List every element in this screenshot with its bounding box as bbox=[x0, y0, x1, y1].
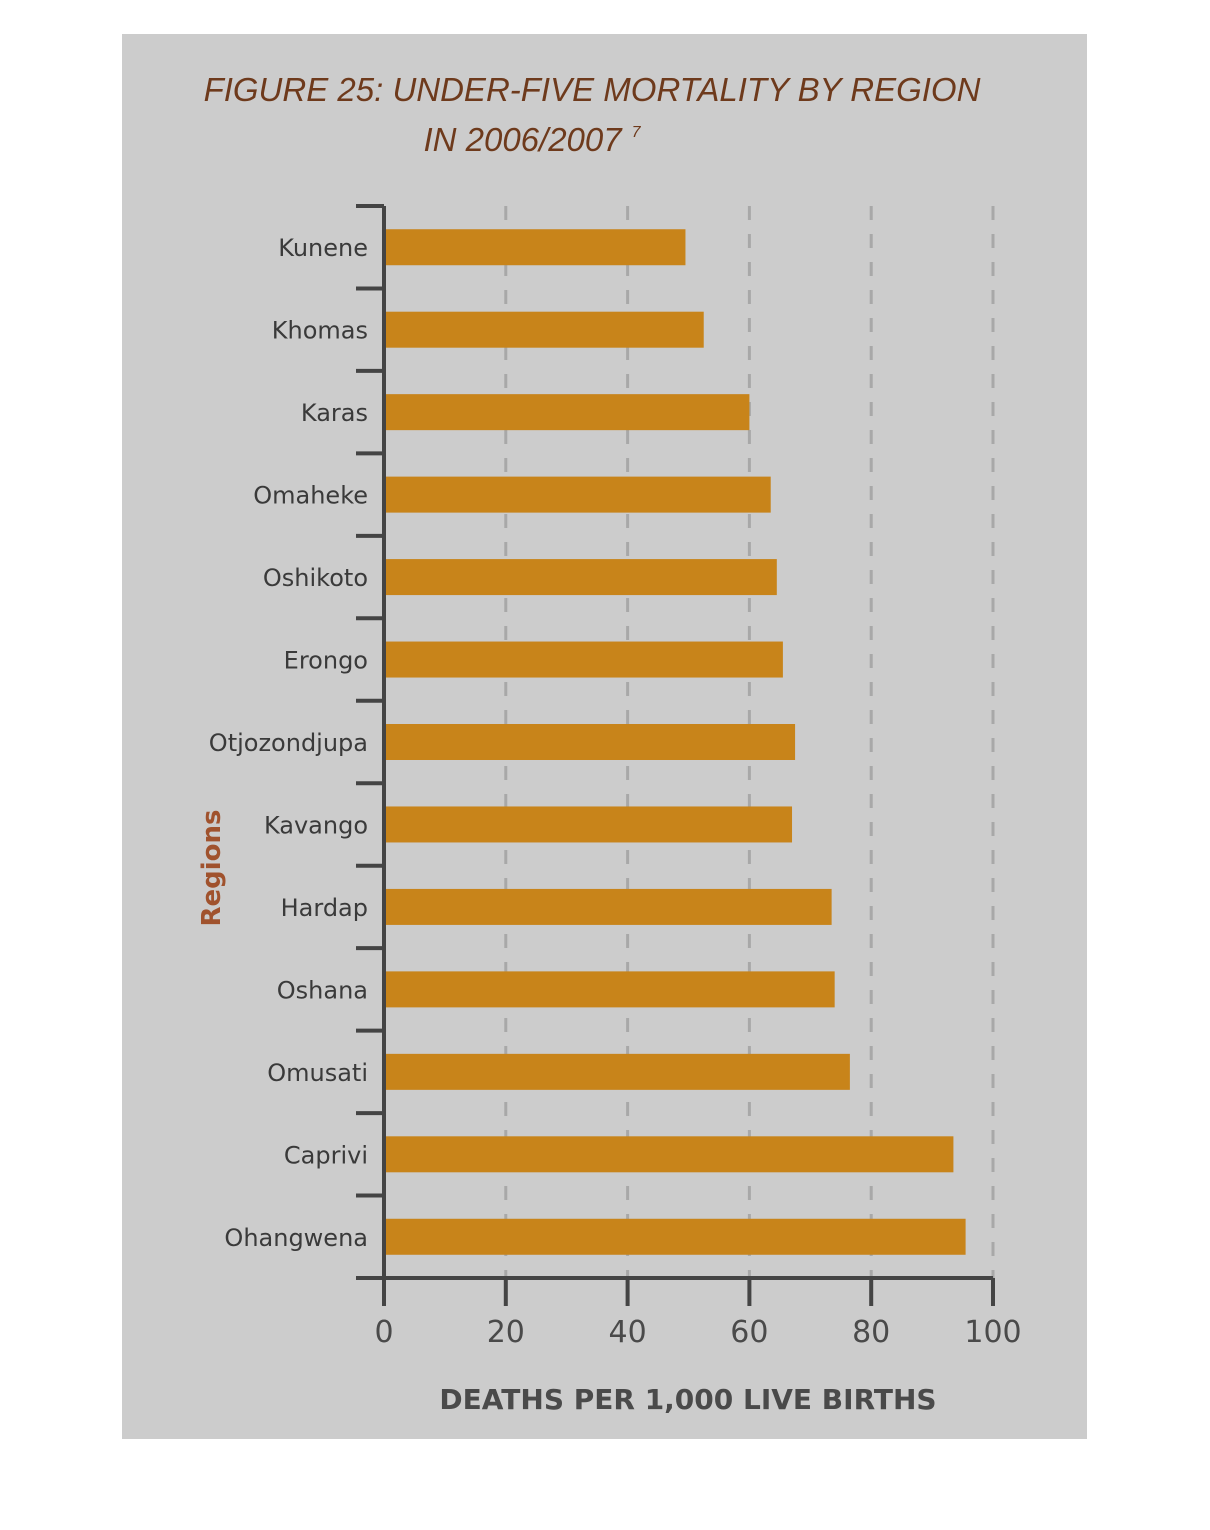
bar-chart: FIGURE 25: UNDER-FIVE MORTALITY BY REGIO… bbox=[197, 71, 1022, 1416]
category-label-caprivi: Caprivi bbox=[284, 1141, 368, 1169]
axes bbox=[356, 204, 995, 1306]
category-label-kunene: Kunene bbox=[278, 234, 368, 262]
category-label-oshana: Oshana bbox=[277, 976, 368, 1004]
bar-hardap bbox=[384, 888, 832, 925]
category-label-hardap: Hardap bbox=[281, 894, 368, 922]
category-label-otjozondjupa: Otjozondjupa bbox=[209, 729, 368, 757]
y-axis-title: Regions bbox=[197, 809, 227, 926]
x-tick-label-20: 20 bbox=[487, 1315, 525, 1350]
category-label-omusati: Omusati bbox=[267, 1059, 368, 1087]
bar-omaheke bbox=[384, 476, 771, 513]
x-tick-label-60: 60 bbox=[730, 1315, 768, 1350]
bar-khomas bbox=[384, 311, 704, 348]
bar-otjozondjupa bbox=[384, 724, 796, 760]
bar-karas bbox=[384, 394, 750, 431]
chart-title-line1: FIGURE 25: UNDER-FIVE MORTALITY BY REGIO… bbox=[204, 71, 981, 108]
bar-oshana bbox=[384, 971, 835, 1008]
category-label-khomas: Khomas bbox=[272, 317, 368, 345]
bar-oshikoto bbox=[384, 559, 777, 596]
chart-title-superscript: 7 bbox=[632, 124, 642, 141]
x-tick-label-0: 0 bbox=[374, 1315, 393, 1350]
bar-ohangwena bbox=[384, 1218, 966, 1255]
x-tick-label-40: 40 bbox=[609, 1315, 647, 1350]
x-tick-label-100: 100 bbox=[964, 1315, 1021, 1350]
x-axis-title: DEATHS PER 1,000 LIVE BIRTHS bbox=[439, 1383, 936, 1416]
bar-omusati bbox=[384, 1053, 850, 1090]
bar-kunene bbox=[384, 229, 686, 266]
category-label-ohangwena: Ohangwena bbox=[224, 1224, 368, 1252]
tick-labels: 0 20 40 60 80 100 bbox=[374, 1315, 1021, 1350]
bar-erongo bbox=[384, 641, 783, 678]
category-label-erongo: Erongo bbox=[284, 647, 368, 675]
chart-title-line2: IN 2006/2007 7 bbox=[423, 121, 641, 158]
category-label-omaheke: Omaheke bbox=[253, 482, 368, 510]
chart-panel: FIGURE 25: UNDER-FIVE MORTALITY BY REGIO… bbox=[122, 34, 1087, 1439]
category-label-karas: Karas bbox=[301, 399, 368, 427]
x-tick-label-80: 80 bbox=[852, 1315, 890, 1350]
category-label-kavango: Kavango bbox=[264, 811, 368, 839]
bar-caprivi bbox=[384, 1136, 954, 1173]
category-label-oshikoto: Oshikoto bbox=[263, 564, 368, 592]
bars bbox=[384, 229, 966, 1255]
category-labels: Kunene Khomas Karas Omaheke Oshikoto Erongo Ot… bbox=[209, 234, 368, 1252]
bar-kavango bbox=[384, 806, 793, 843]
chart-title-line2-text: IN 2006/2007 bbox=[423, 121, 623, 158]
